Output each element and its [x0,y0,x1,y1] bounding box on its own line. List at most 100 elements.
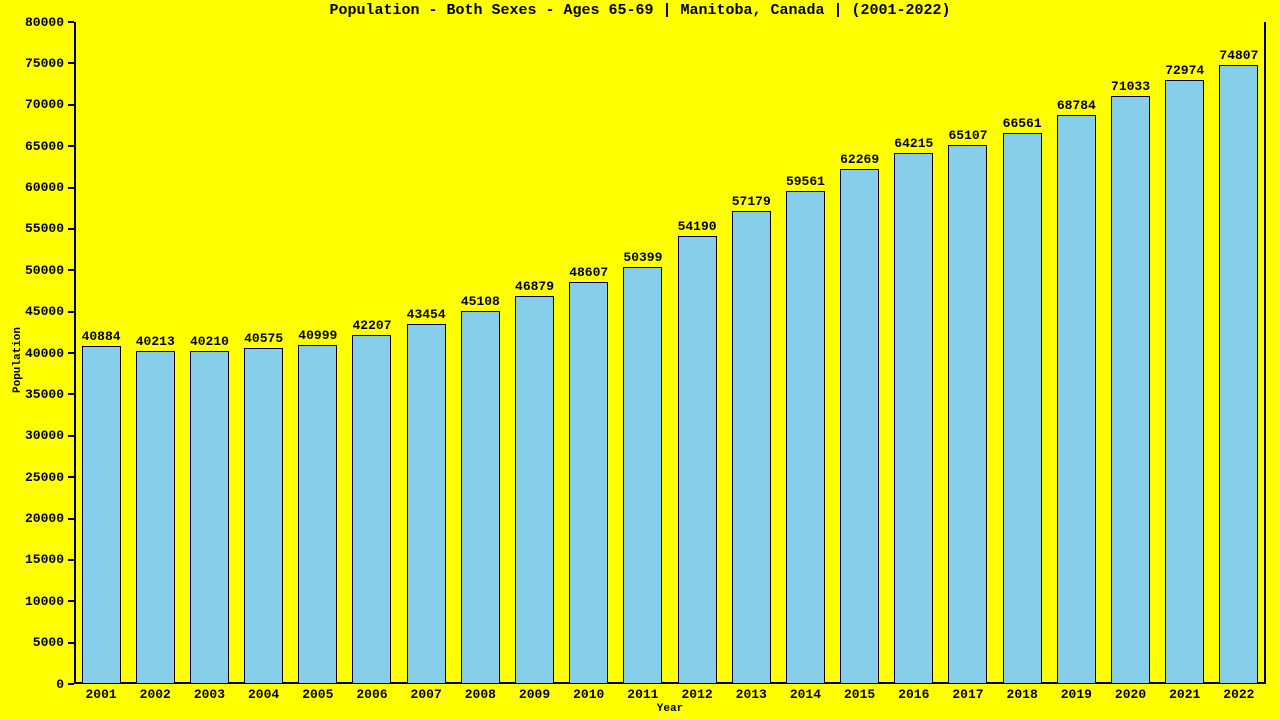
x-tick-label: 2022 [1212,687,1266,702]
y-tick-mark [68,518,74,520]
bar-value-label: 43454 [396,307,456,322]
y-tick-label: 20000 [0,511,64,526]
bar-value-label: 40999 [288,328,348,343]
x-tick-label: 2011 [616,687,670,702]
x-tick-label: 2020 [1103,687,1157,702]
y-tick-mark [68,642,74,644]
bar-value-label: 68784 [1046,98,1106,113]
x-tick-label: 2015 [833,687,887,702]
x-tick-label: 2021 [1158,687,1212,702]
y-tick-mark [68,435,74,437]
bar [190,351,229,684]
bar-value-label: 65107 [938,128,998,143]
x-tick-label: 2002 [128,687,182,702]
x-tick-label: 2003 [182,687,236,702]
x-tick-label: 2014 [778,687,832,702]
y-tick-label: 30000 [0,428,64,443]
x-tick-label: 2004 [237,687,291,702]
bar [82,346,121,684]
y-tick-label: 10000 [0,594,64,609]
bar [298,345,337,684]
bar-value-label: 42207 [342,318,402,333]
y-tick-mark [68,311,74,313]
bar [515,296,554,684]
bar [244,348,283,684]
y-tick-label: 45000 [0,304,64,319]
bar [407,324,446,684]
x-tick-label: 2005 [291,687,345,702]
bar [948,145,987,684]
y-tick-label: 40000 [0,346,64,361]
y-tick-label: 35000 [0,387,64,402]
bar [732,211,771,684]
x-tick-label: 2010 [562,687,616,702]
bar [1057,115,1096,684]
y-tick-mark [68,559,74,561]
y-tick-label: 25000 [0,470,64,485]
y-tick-label: 65000 [0,139,64,154]
bar-value-label: 40210 [179,334,239,349]
y-tick-label: 75000 [0,56,64,71]
bar-value-label: 46879 [504,279,564,294]
y-tick-mark [68,21,74,23]
y-tick-label: 15000 [0,552,64,567]
chart-container: Population - Both Sexes - Ages 65-69 | M… [0,0,1280,720]
bar [1219,65,1258,684]
y-tick-label: 80000 [0,15,64,30]
bar-value-label: 72974 [1155,63,1215,78]
x-tick-label: 2006 [345,687,399,702]
y-tick-label: 5000 [0,635,64,650]
bar-value-label: 71033 [1100,79,1160,94]
y-tick-mark [68,228,74,230]
bar [1003,133,1042,684]
x-tick-label: 2007 [399,687,453,702]
bar [352,335,391,684]
y-tick-mark [68,62,74,64]
bar-value-label: 62269 [830,152,890,167]
x-tick-label: 2019 [1049,687,1103,702]
y-tick-label: 70000 [0,97,64,112]
bar [1111,96,1150,684]
y-tick-mark [68,600,74,602]
bar-value-label: 66561 [992,116,1052,131]
bar [623,267,662,684]
bar [894,153,933,684]
y-tick-label: 55000 [0,221,64,236]
y-tick-mark [68,145,74,147]
bar [136,351,175,684]
x-tick-label: 2016 [887,687,941,702]
y-tick-mark [68,104,74,106]
y-tick-mark [68,352,74,354]
x-tick-label: 2001 [74,687,128,702]
x-axis-label: Year [620,703,720,715]
bar-value-label: 48607 [559,265,619,280]
y-tick-mark [68,187,74,189]
x-tick-label: 2012 [670,687,724,702]
x-tick-label: 2008 [453,687,507,702]
y-tick-label: 60000 [0,180,64,195]
y-tick-label: 50000 [0,263,64,278]
x-tick-label: 2017 [941,687,995,702]
bar-value-label: 59561 [775,174,835,189]
bar [461,311,500,684]
bar [840,169,879,684]
bar-value-label: 74807 [1209,48,1269,63]
y-tick-mark [68,269,74,271]
x-tick-label: 2018 [995,687,1049,702]
y-tick-mark [68,393,74,395]
chart-title: Population - Both Sexes - Ages 65-69 | M… [0,2,1280,19]
bar [569,282,608,684]
bar [1165,80,1204,684]
bar [678,236,717,684]
y-tick-mark [68,683,74,685]
x-tick-label: 2013 [724,687,778,702]
y-tick-mark [68,476,74,478]
bar-value-label: 40213 [125,334,185,349]
bar-value-label: 57179 [721,194,781,209]
bar-value-label: 45108 [450,294,510,309]
x-tick-label: 2009 [507,687,561,702]
bar [786,191,825,684]
bar-value-label: 40884 [71,329,131,344]
bar-value-label: 40575 [234,331,294,346]
bar-value-label: 64215 [884,136,944,151]
